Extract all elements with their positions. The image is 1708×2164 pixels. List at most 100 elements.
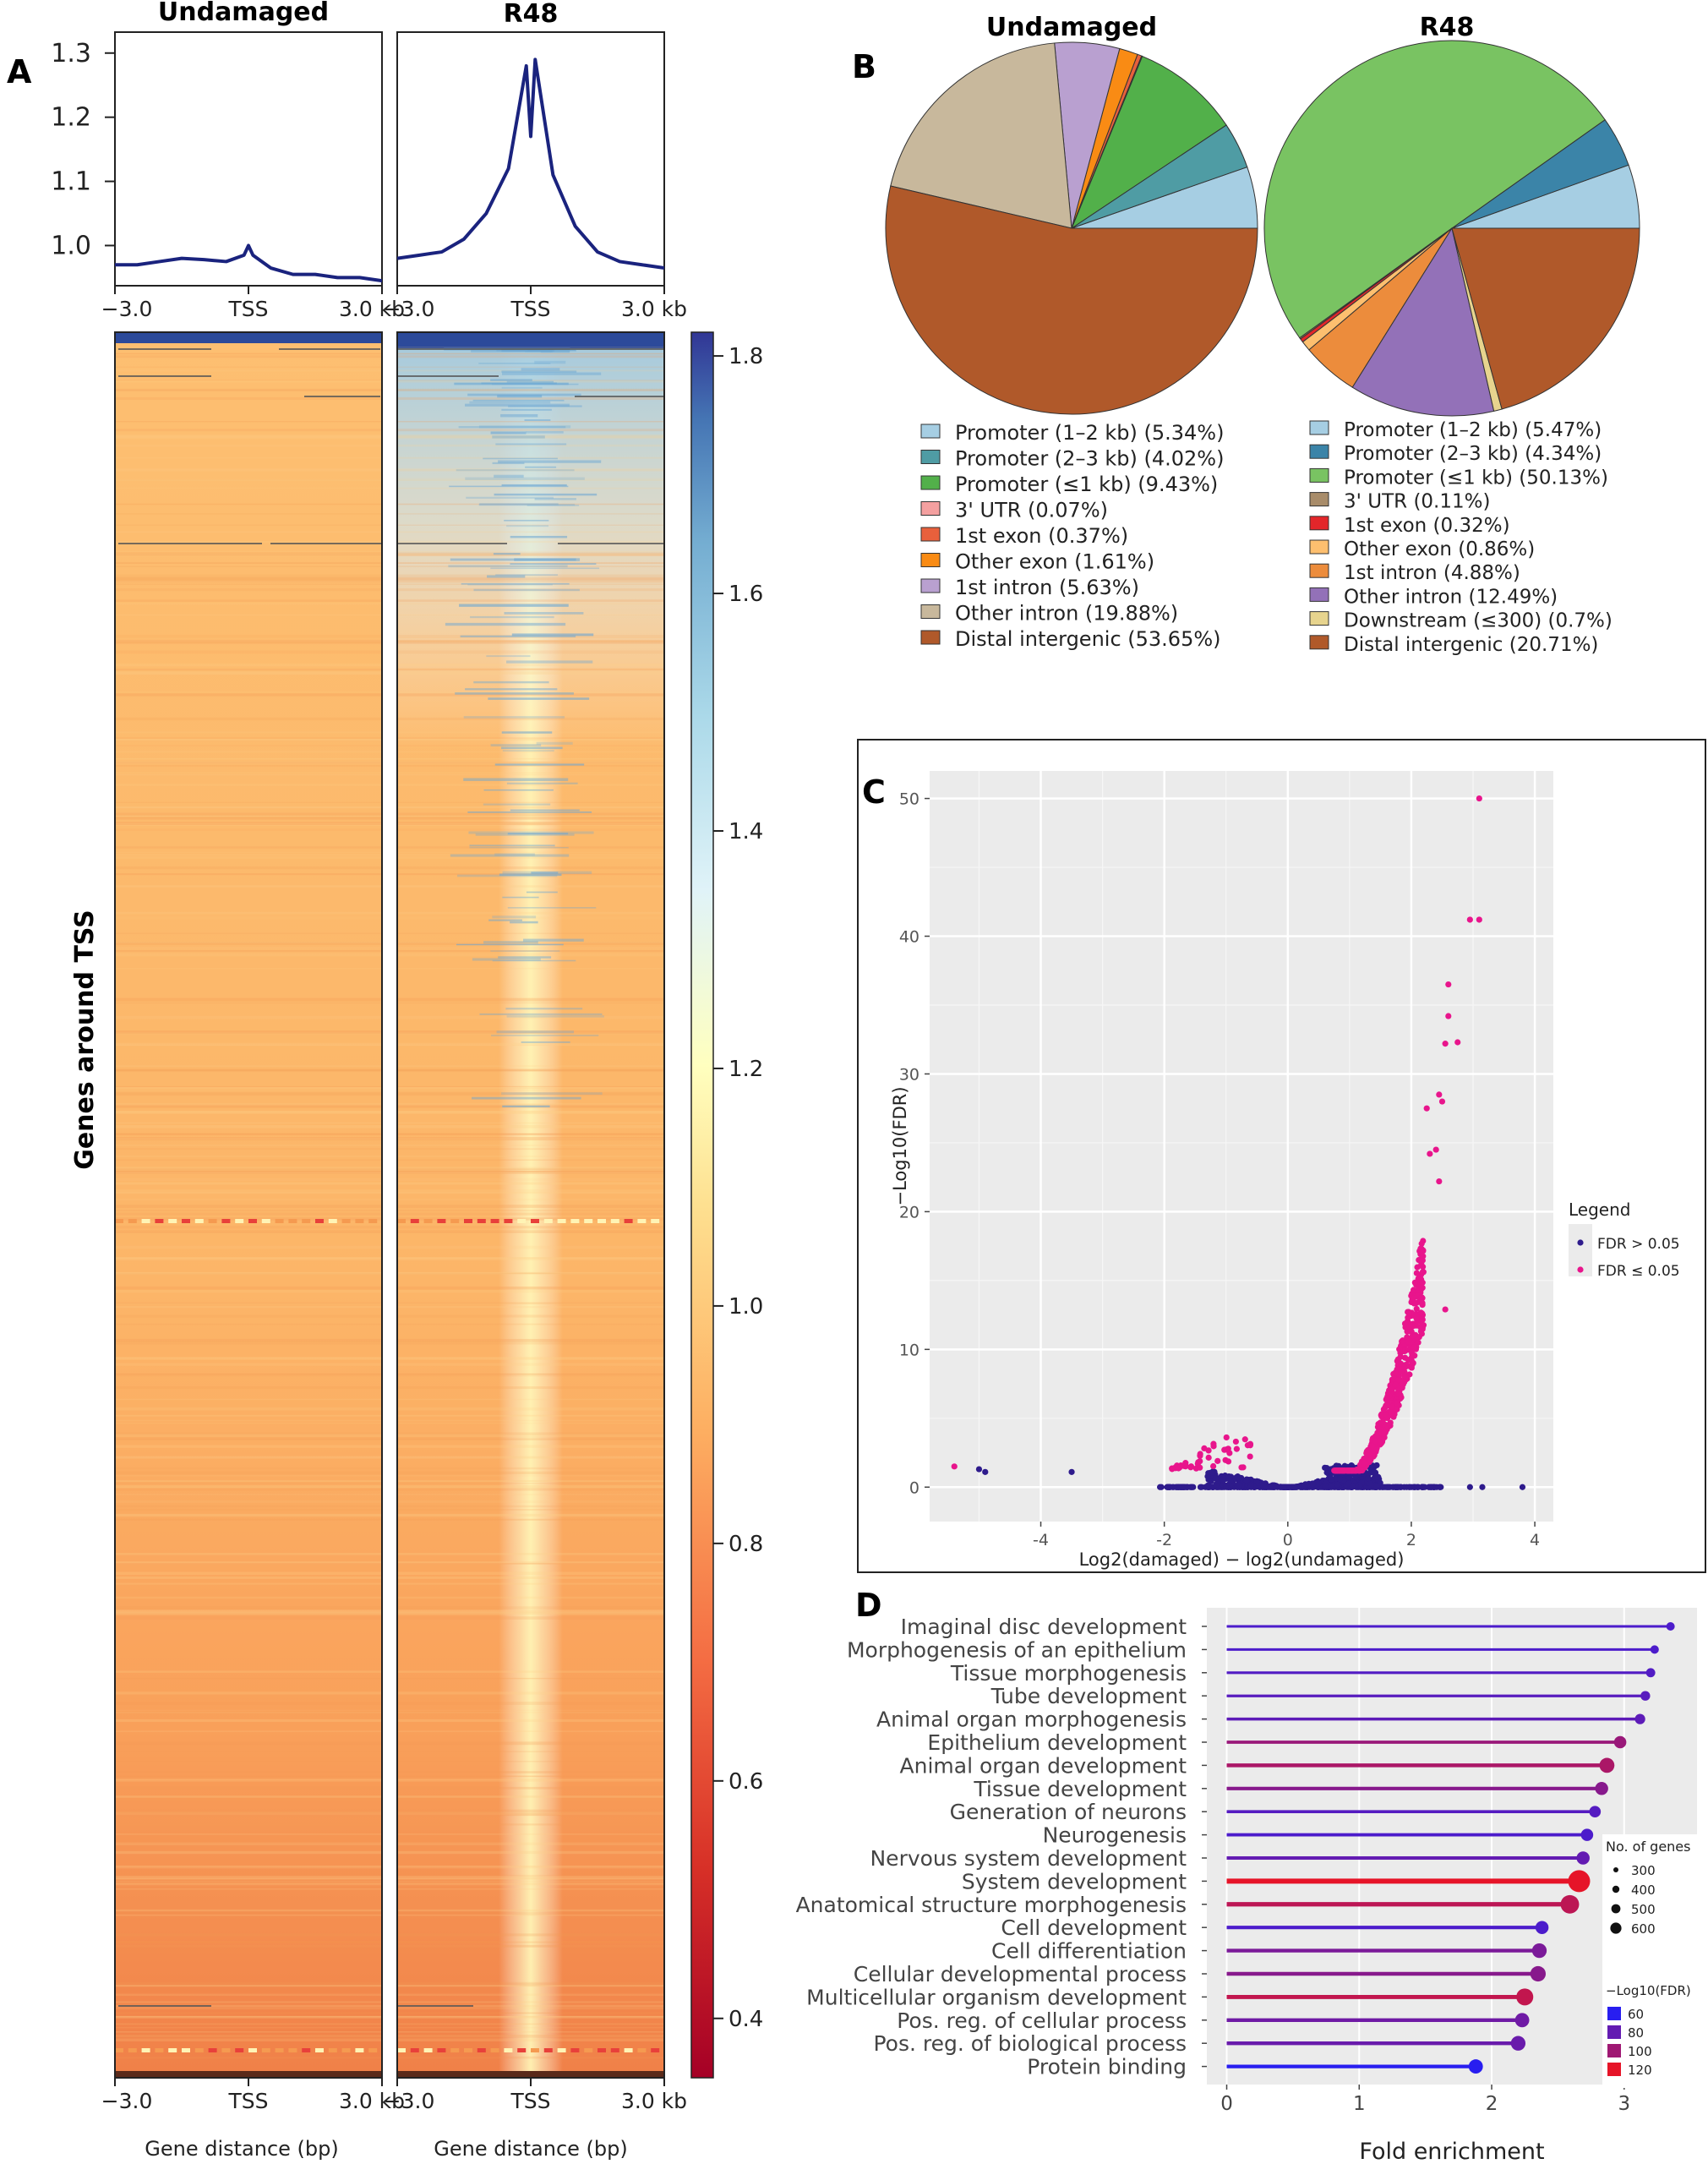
heatmap-row-texture: [115, 1719, 382, 1723]
panel-c-label: C: [862, 773, 886, 811]
heatmap-row-texture: [397, 1909, 664, 1912]
heatmap-ylabel: Genes around TSS: [70, 910, 100, 1170]
heatmap-r48-signal-streak: [478, 504, 576, 506]
heatmap-anomaly-row: [517, 2048, 527, 2052]
heatmap-row-texture: [397, 1833, 664, 1835]
heatmap-gap-line: [304, 396, 380, 397]
heatmap-row-texture: [397, 1272, 664, 1275]
heatmap-r48-signal-streak: [521, 368, 560, 371]
pie-title: Undamaged: [986, 13, 1157, 42]
heatmap-row-texture: [115, 1030, 382, 1034]
heatmap-row-texture: [397, 1092, 664, 1096]
volcano-point-sig: [1414, 1264, 1421, 1271]
heatmap-row-texture: [397, 911, 664, 915]
heatmap-row-texture: [115, 1407, 382, 1411]
heatmap-row-texture: [397, 1488, 664, 1491]
volcano-point-sig: [1413, 1300, 1420, 1307]
pie-legend-swatch: [1309, 563, 1329, 578]
heatmap-xtick-label: 3.0 kb: [339, 2089, 405, 2113]
heatmap-anomaly-row: [275, 1219, 284, 1223]
size-legend-dot: [1610, 1922, 1622, 1934]
heatmap-row-texture: [115, 456, 382, 459]
volcano-point-sig: [1454, 1039, 1461, 1046]
heatmap-row-texture: [115, 1985, 382, 1987]
volcano-point-ns: [1322, 1464, 1329, 1471]
heatmap-row-texture: [115, 731, 382, 734]
heatmap-row-texture: [115, 1582, 382, 1585]
volcano-point-ns: [1408, 1484, 1415, 1490]
heatmap-row-texture: [397, 1111, 664, 1114]
heatmap-r48-signal-streak: [507, 907, 597, 909]
size-legend-dot: [1613, 1867, 1618, 1872]
volcano-point-ns: [975, 1466, 983, 1473]
heatmap-row-texture: [115, 1341, 382, 1345]
volcano-ytick-label: 10: [899, 1341, 919, 1359]
heatmap-row-texture: [115, 761, 382, 764]
heatmap-row-texture: [397, 1553, 664, 1555]
heatmap-row-texture: [397, 2004, 664, 2007]
heatmap-row-texture: [397, 1505, 664, 1508]
heatmap-row-texture: [115, 1032, 382, 1035]
heatmap-row-texture: [397, 380, 664, 383]
volcano-point-sig: [1369, 1442, 1376, 1449]
heatmap-row-texture: [115, 1302, 382, 1304]
heatmap-row-texture: [397, 1709, 664, 1711]
heatmap-row-texture: [397, 552, 664, 556]
heatmap-row-texture: [397, 640, 664, 642]
heatmap-r48-signal-streak: [501, 349, 555, 352]
pie-legend-swatch: [920, 475, 941, 490]
heatmap-row-texture: [115, 1833, 382, 1835]
volcano-point-sig: [1415, 1286, 1422, 1292]
heatmap-row-texture: [115, 1212, 382, 1216]
heatmap-row-texture: [115, 801, 382, 804]
heatmap-row-texture: [397, 947, 664, 950]
heatmap-row-texture: [115, 1111, 382, 1114]
lollipop-category-label: Anatomical structure morphogenesis: [796, 1893, 1187, 1917]
heatmap-row-texture: [115, 1866, 382, 1869]
heatmap-row-texture: [115, 1323, 382, 1325]
volcano-legend-label: FDR > 0.05: [1597, 1236, 1680, 1253]
pie-legend-label: Promoter (≤1 kb) (9.43%): [955, 473, 1218, 496]
volcano-point-sig: [1411, 1279, 1418, 1286]
heatmap-row-texture: [397, 1985, 664, 1987]
heatmap-row-texture: [115, 1148, 382, 1150]
heatmap-anomaly-row: [490, 2048, 499, 2052]
lollipop-dot: [1645, 1668, 1656, 1678]
pie-legend-label: Promoter (1–2 kb) (5.34%): [955, 421, 1224, 445]
heatmap-row-texture: [115, 650, 382, 654]
heatmap-row-texture: [115, 812, 382, 817]
heatmap-anomaly-row: [584, 1219, 593, 1223]
heatmap-r48-signal-streak: [491, 383, 579, 385]
heatmap-r48-signal-streak: [527, 504, 580, 506]
heatmap-row-texture: [115, 389, 382, 391]
heatmap-r48-signal-streak: [494, 474, 524, 478]
volcano-point-sig: [1398, 1394, 1405, 1401]
heatmap-row-texture: [115, 947, 382, 950]
heatmap-row-texture: [115, 822, 382, 825]
color-legend-swatch: [1607, 2063, 1621, 2076]
heatmap-row-texture: [115, 664, 382, 667]
heatmap-row-texture: [397, 1434, 664, 1438]
heatmap-row-texture: [115, 828, 382, 831]
volcano-point-ns: [1222, 1482, 1230, 1489]
heatmap-row-texture: [115, 1139, 382, 1141]
volcano-point-ns: [1438, 1484, 1444, 1490]
heatmap-row-texture: [115, 1876, 382, 1880]
volcano-point-ns: [1403, 1484, 1411, 1490]
heatmap-row-texture: [115, 1576, 382, 1579]
heatmap-r48-signal-streak: [448, 565, 568, 568]
heatmap-row-texture: [115, 997, 382, 1002]
heatmap-row-texture: [115, 1741, 382, 1746]
heatmap-row-texture: [115, 1596, 382, 1599]
heatmap-anomaly-row: [341, 2048, 351, 2052]
volcano-point-sig: [1408, 1364, 1415, 1371]
heatmap-anomaly-row: [570, 1219, 580, 1223]
heatmap-row-texture: [115, 668, 382, 671]
volcano-point-ns: [1373, 1483, 1380, 1490]
heatmap-row-texture: [397, 1257, 664, 1261]
heatmap-anomaly-row: [584, 2048, 593, 2052]
heatmap-row-texture: [115, 1245, 382, 1249]
heatmap-gap-line: [575, 396, 664, 397]
heatmap-row-texture: [115, 380, 382, 383]
heatmap-row-texture: [397, 1139, 664, 1141]
